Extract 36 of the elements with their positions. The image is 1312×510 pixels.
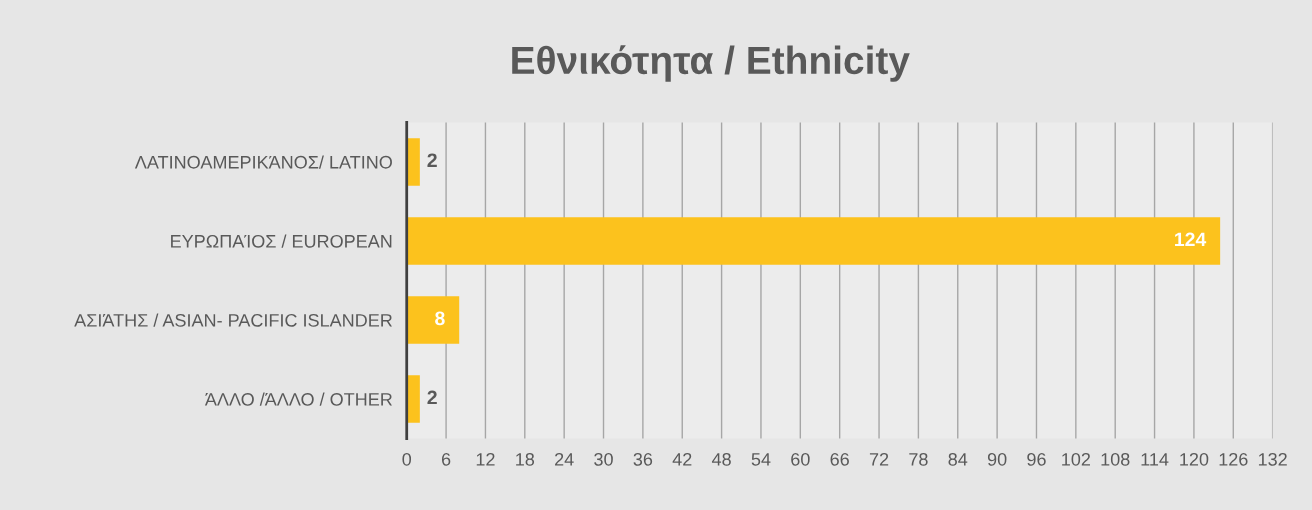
x-tick-label: 24: [555, 452, 574, 466]
bar: [406, 217, 1221, 265]
x-tick-label: 90: [987, 452, 1007, 466]
data-label: 2: [427, 390, 437, 405]
x-tick-label: 120: [1180, 452, 1209, 466]
data-label: 124: [1175, 232, 1207, 246]
x-tick-label: 48: [711, 452, 731, 466]
x-tick-label: 6: [441, 452, 451, 466]
chart-title: Εθνικότητα / Ethnicity: [512, 45, 910, 82]
y-tick-label: ΆΛΛΟ /ΆΛΛΟ / OTHER: [204, 392, 392, 406]
x-tick-label: 42: [672, 452, 692, 466]
bar: [406, 138, 420, 186]
x-tick-label: 18: [516, 452, 535, 466]
y-tick-label: ΛΑΤΙΝΟΑΜΕΡΙΚΆΝΟΣ/ LATINO: [134, 155, 392, 169]
x-tick-label: 126: [1219, 452, 1248, 466]
x-tick-label: 12: [476, 452, 495, 466]
x-tick-label: 72: [869, 452, 889, 466]
x-tick-label: 0: [402, 452, 412, 466]
data-label: 8: [435, 311, 445, 326]
bar: [406, 375, 420, 423]
y-tick-label: ΕΥΡΩΠΑΊΟΣ / EUROPEAN: [171, 234, 392, 248]
x-tick-label: 36: [633, 452, 653, 466]
x-tick-label: 66: [830, 452, 849, 466]
x-tick-label: 30: [594, 452, 613, 466]
x-tick-label: 96: [1027, 452, 1046, 466]
bar: [406, 296, 460, 344]
x-tick-label: 132: [1258, 452, 1287, 466]
x-tick-label: 60: [791, 452, 810, 466]
x-tick-label: 114: [1141, 453, 1169, 466]
x-tick-label: 54: [751, 453, 771, 466]
x-tick-label: 84: [948, 452, 968, 466]
x-tick-label: 78: [909, 452, 928, 466]
y-tick-label: ΑΣΙΆΤΗΣ / ASIAN- PACIFIC ISLANDER: [74, 313, 392, 327]
x-tick-label: 102: [1062, 452, 1090, 466]
data-label: 2: [427, 153, 437, 167]
x-tick-label: 108: [1101, 452, 1130, 466]
